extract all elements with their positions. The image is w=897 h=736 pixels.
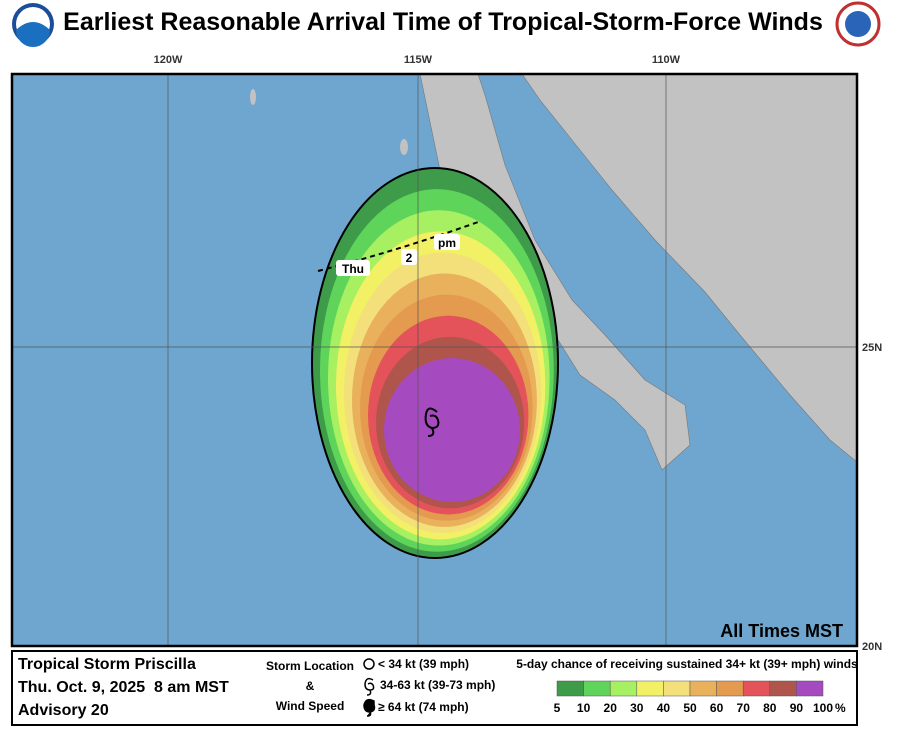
- storm-symbol: [424, 407, 440, 437]
- map: Thu 2 pm All Times MST: [12, 74, 857, 646]
- scale-label: 50: [683, 701, 697, 715]
- scale-label: 80: [763, 701, 777, 715]
- scale-swatch: [583, 680, 611, 697]
- mainland-mexico: [521, 74, 857, 463]
- timezone-note: All Times MST: [720, 621, 843, 641]
- scale-label: 10: [577, 701, 591, 715]
- symbols-title: Wind Speed: [276, 699, 345, 713]
- scale-unit: %: [835, 701, 846, 715]
- symbols-title: Storm Location: [266, 659, 354, 673]
- label-box: [336, 260, 370, 276]
- lon-label: 110W: [652, 54, 681, 66]
- symbol-hurricane: [363, 698, 376, 717]
- symbol-storm: [364, 677, 375, 696]
- color-scale: 5 10 20 30 40 50 60 70 80 90 100%: [554, 680, 846, 715]
- scale-label: 5: [554, 701, 561, 715]
- scale-title: 5-day chance of receiving sustained 34+ …: [516, 657, 858, 671]
- label-box: [401, 249, 417, 265]
- probability-contours: [311, 167, 559, 559]
- scale-swatch: [769, 680, 797, 697]
- scale-label: 70: [737, 701, 751, 715]
- map-frame: [10, 72, 859, 648]
- scale-label: 20: [604, 701, 618, 715]
- grid: [12, 74, 857, 646]
- scale-swatch: [742, 680, 771, 697]
- storm-name: Tropical Storm Priscilla: [18, 656, 196, 673]
- symbols-title: &: [306, 679, 315, 693]
- probability-contour: [384, 358, 520, 502]
- scale-label: 60: [710, 701, 724, 715]
- arrival-ampm: pm: [438, 236, 456, 250]
- nws-logo: [835, 1, 881, 47]
- scale-label: 90: [790, 701, 804, 715]
- label-box: [434, 234, 460, 250]
- island: [250, 89, 256, 105]
- scale-swatch: [716, 680, 744, 697]
- scale-swatch: [556, 680, 584, 697]
- scale-swatch: [636, 680, 664, 697]
- symbol-label: < 34 kt (39 mph): [378, 657, 469, 671]
- lon-label: 120W: [154, 54, 183, 66]
- scale-swatch: [663, 680, 691, 697]
- storm-date: Thu. Oct. 9, 2025 8 am MST: [18, 679, 229, 696]
- lat-label: 20N: [862, 641, 882, 653]
- title: Earliest Reasonable Arrival Time of Trop…: [63, 8, 823, 36]
- scale-label: 30: [630, 701, 644, 715]
- advisory: Advisory 20: [18, 702, 109, 719]
- scale-label: 40: [657, 701, 671, 715]
- arrival-day: Thu: [342, 262, 364, 276]
- lon-label: 115W: [404, 54, 433, 66]
- island: [400, 139, 408, 155]
- noaa-logo: [12, 3, 54, 47]
- symbol-depression: [363, 658, 375, 670]
- scale-swatch: [689, 680, 717, 697]
- symbol-label: 34-63 kt (39-73 mph): [380, 678, 495, 692]
- symbol-label: ≥ 64 kt (74 mph): [378, 700, 469, 714]
- arrival-hour: 2: [406, 251, 413, 265]
- scale-label: 100: [813, 701, 833, 715]
- scale-swatch: [796, 680, 824, 697]
- scale-swatch: [609, 680, 638, 697]
- lat-label: 25N: [862, 342, 882, 354]
